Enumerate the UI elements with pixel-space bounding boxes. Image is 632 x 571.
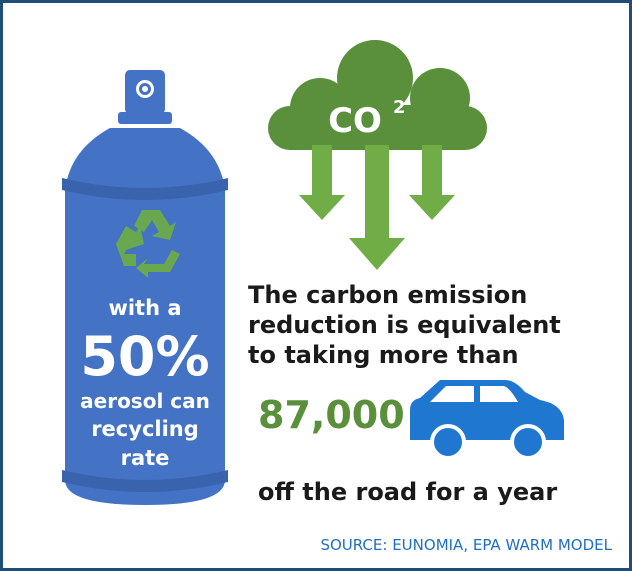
statement-line: The carbon emission [248, 281, 527, 309]
can-text: recycling [91, 417, 199, 441]
infographic: with a 50% aerosol can recycling rate CO… [0, 0, 632, 571]
can-text: aerosol can [80, 389, 210, 413]
source: SOURCE: EUNOMIA, EPA WARM MODEL [320, 536, 612, 554]
can-text: rate [121, 446, 170, 470]
cloud-superscript: 2 [393, 97, 406, 118]
cloud-label: CO [328, 101, 382, 141]
can-text: with a [108, 296, 181, 320]
statement-number: 87,000 [258, 393, 405, 437]
statement-line: to taking more than [248, 341, 519, 369]
statement-ending: off the road for a year [258, 478, 557, 506]
statement-line: reduction is equivalent [248, 311, 561, 339]
can-percent: 50% [80, 325, 209, 388]
